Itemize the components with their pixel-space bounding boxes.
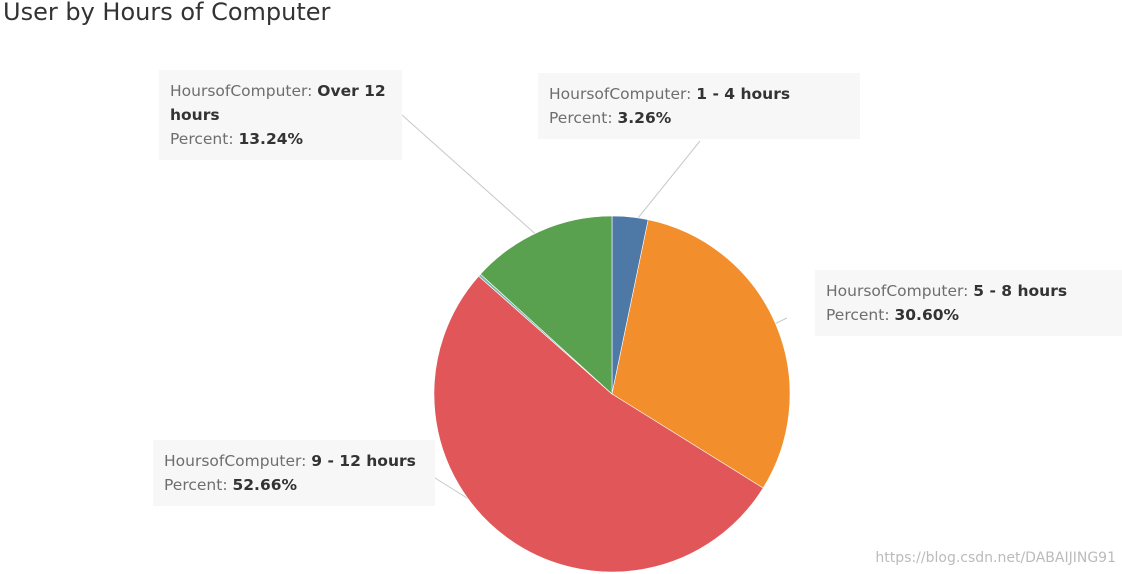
pie-slice-9-12-hours[interactable]	[433, 275, 764, 573]
tooltip-value: 9 - 12 hours	[311, 452, 416, 470]
leader-line	[401, 114, 546, 243]
tooltip-key: HoursofComputer	[164, 452, 302, 470]
tooltip-value: 3.26%	[617, 109, 672, 127]
tooltip-value: 13.24%	[238, 130, 304, 148]
tooltip-key: Percent	[549, 109, 608, 127]
chart-title: User by Hours of Computer	[3, 0, 331, 26]
tooltip-key: HoursofComputer	[170, 82, 308, 100]
tooltip-key: Percent	[170, 130, 229, 148]
tooltip-over-12-hours: HoursofComputer: Over 12 hours Percent: …	[159, 70, 402, 160]
leader-line	[628, 140, 701, 230]
tooltip-value: 52.66%	[232, 476, 298, 494]
tooltip-value: 1 - 4 hours	[696, 85, 791, 103]
pie-slice-over-12-hours[interactable]	[479, 215, 613, 395]
tooltip-value: 5 - 8 hours	[973, 282, 1068, 300]
tooltip-5-8-hours: HoursofComputer: 5 - 8 hours Percent: 30…	[815, 270, 1122, 336]
tooltip-1-4-hours: HoursofComputer: 1 - 4 hours Percent: 3.…	[538, 73, 860, 139]
tooltip-value: Over 12 hours	[170, 82, 386, 124]
tooltip-key: HoursofComputer	[826, 282, 964, 300]
tooltip-key: HoursofComputer	[549, 85, 687, 103]
watermark: https://blog.csdn.net/DABAIJING91	[875, 550, 1116, 566]
tooltip-key: Percent	[826, 306, 885, 324]
tooltip-9-12-hours: HoursofComputer: 9 - 12 hours Percent: 5…	[153, 440, 435, 506]
pie-slice-5-8-hours[interactable]	[611, 219, 791, 489]
tooltip-value: 30.60%	[894, 306, 960, 324]
tooltip-key: Percent	[164, 476, 223, 494]
pie-slices	[433, 215, 791, 573]
